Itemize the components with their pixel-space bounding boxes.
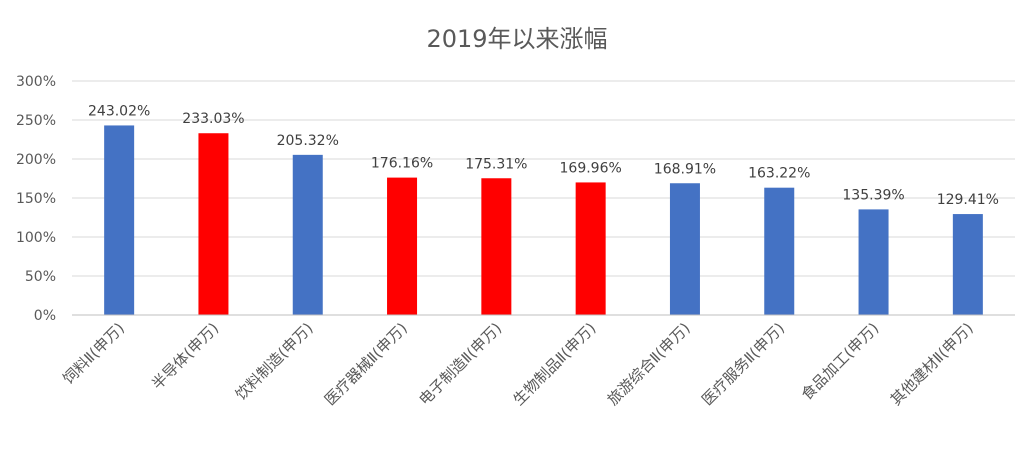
data-label: 205.32% [277,133,339,149]
x-category-label: 饮料制造(申万) [232,319,317,404]
y-tick-label: 100% [16,230,56,246]
bars [104,125,983,315]
data-label: 233.03% [182,111,244,127]
bar [198,133,229,315]
bar [952,214,983,315]
y-tick-label: 250% [16,113,56,129]
bar [669,183,700,315]
y-tick-label: 50% [25,269,56,285]
x-axis-categories: 饲料Ⅱ(申万) 半导体(申万) 饮料制造(申万) 医疗器械Ⅱ(申万) 电子制造Ⅱ(申万)… [59,319,976,409]
x-category-label: 医疗器械Ⅱ(申万) [321,319,411,409]
x-category-label: 旅游综合Ⅱ(申万) [604,319,694,409]
x-category-label: 半导体(申万) [148,319,222,393]
y-tick-label: 200% [16,152,56,168]
x-category-label: 电子制造Ⅱ(申万) [415,319,505,409]
gridlines [72,80,1015,277]
x-category-label: 其他建材Ⅱ(申万) [887,319,977,409]
bar [858,209,889,315]
data-label: 176.16% [371,156,433,172]
bar [104,125,135,315]
bar [764,187,795,315]
data-label: 129.41% [937,192,999,208]
data-label: 135.39% [842,187,904,203]
bar [481,178,512,315]
data-labels: 243.02% 233.03% 205.32% 176.16% 175.31% 169.9… [88,103,999,208]
data-label: 169.96% [560,160,622,176]
y-tick-label: 150% [16,191,56,207]
x-category-label: 饲料Ⅱ(申万) [59,319,128,388]
y-tick-label: 0% [34,308,56,324]
x-category-label: 生物制品Ⅱ(申万) [510,319,600,409]
y-axis-ticks: 0% 50% 100% 150% 200% 250% 300% [16,74,56,324]
chart-title: 2019年以来涨幅 [426,25,607,53]
data-label: 175.31% [465,156,527,172]
bar [292,154,323,315]
x-category-label: 医疗服务Ⅱ(申万) [698,319,788,409]
bar [575,182,606,315]
data-label: 243.02% [88,103,150,119]
data-label: 163.22% [748,166,810,182]
bar [387,177,418,315]
x-category-label: 食品加工(申万) [798,319,883,404]
y-tick-label: 300% [16,74,56,90]
data-label: 168.91% [654,161,716,177]
